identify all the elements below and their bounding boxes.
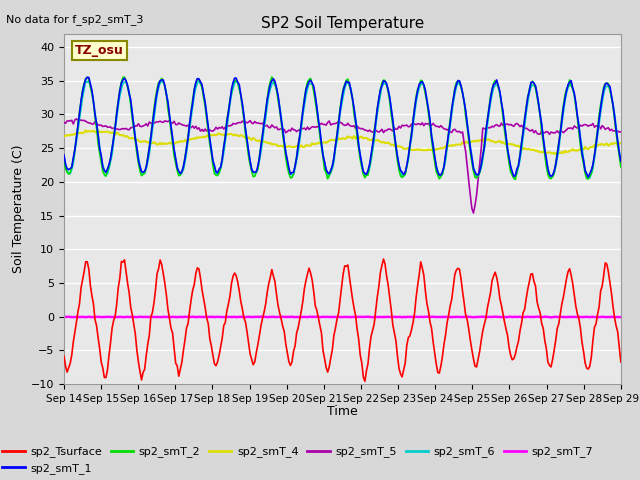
X-axis label: Time: Time: [327, 405, 358, 418]
Legend: sp2_Tsurface, sp2_smT_1, sp2_smT_2, sp2_smT_4, sp2_smT_5, sp2_smT_6, sp2_smT_7: sp2_Tsurface, sp2_smT_1, sp2_smT_2, sp2_…: [0, 442, 598, 479]
Title: SP2 Soil Temperature: SP2 Soil Temperature: [260, 16, 424, 31]
Text: No data for f_sp2_smT_3: No data for f_sp2_smT_3: [6, 14, 144, 25]
Text: TZ_osu: TZ_osu: [75, 44, 124, 57]
Y-axis label: Soil Temperature (C): Soil Temperature (C): [12, 144, 26, 273]
